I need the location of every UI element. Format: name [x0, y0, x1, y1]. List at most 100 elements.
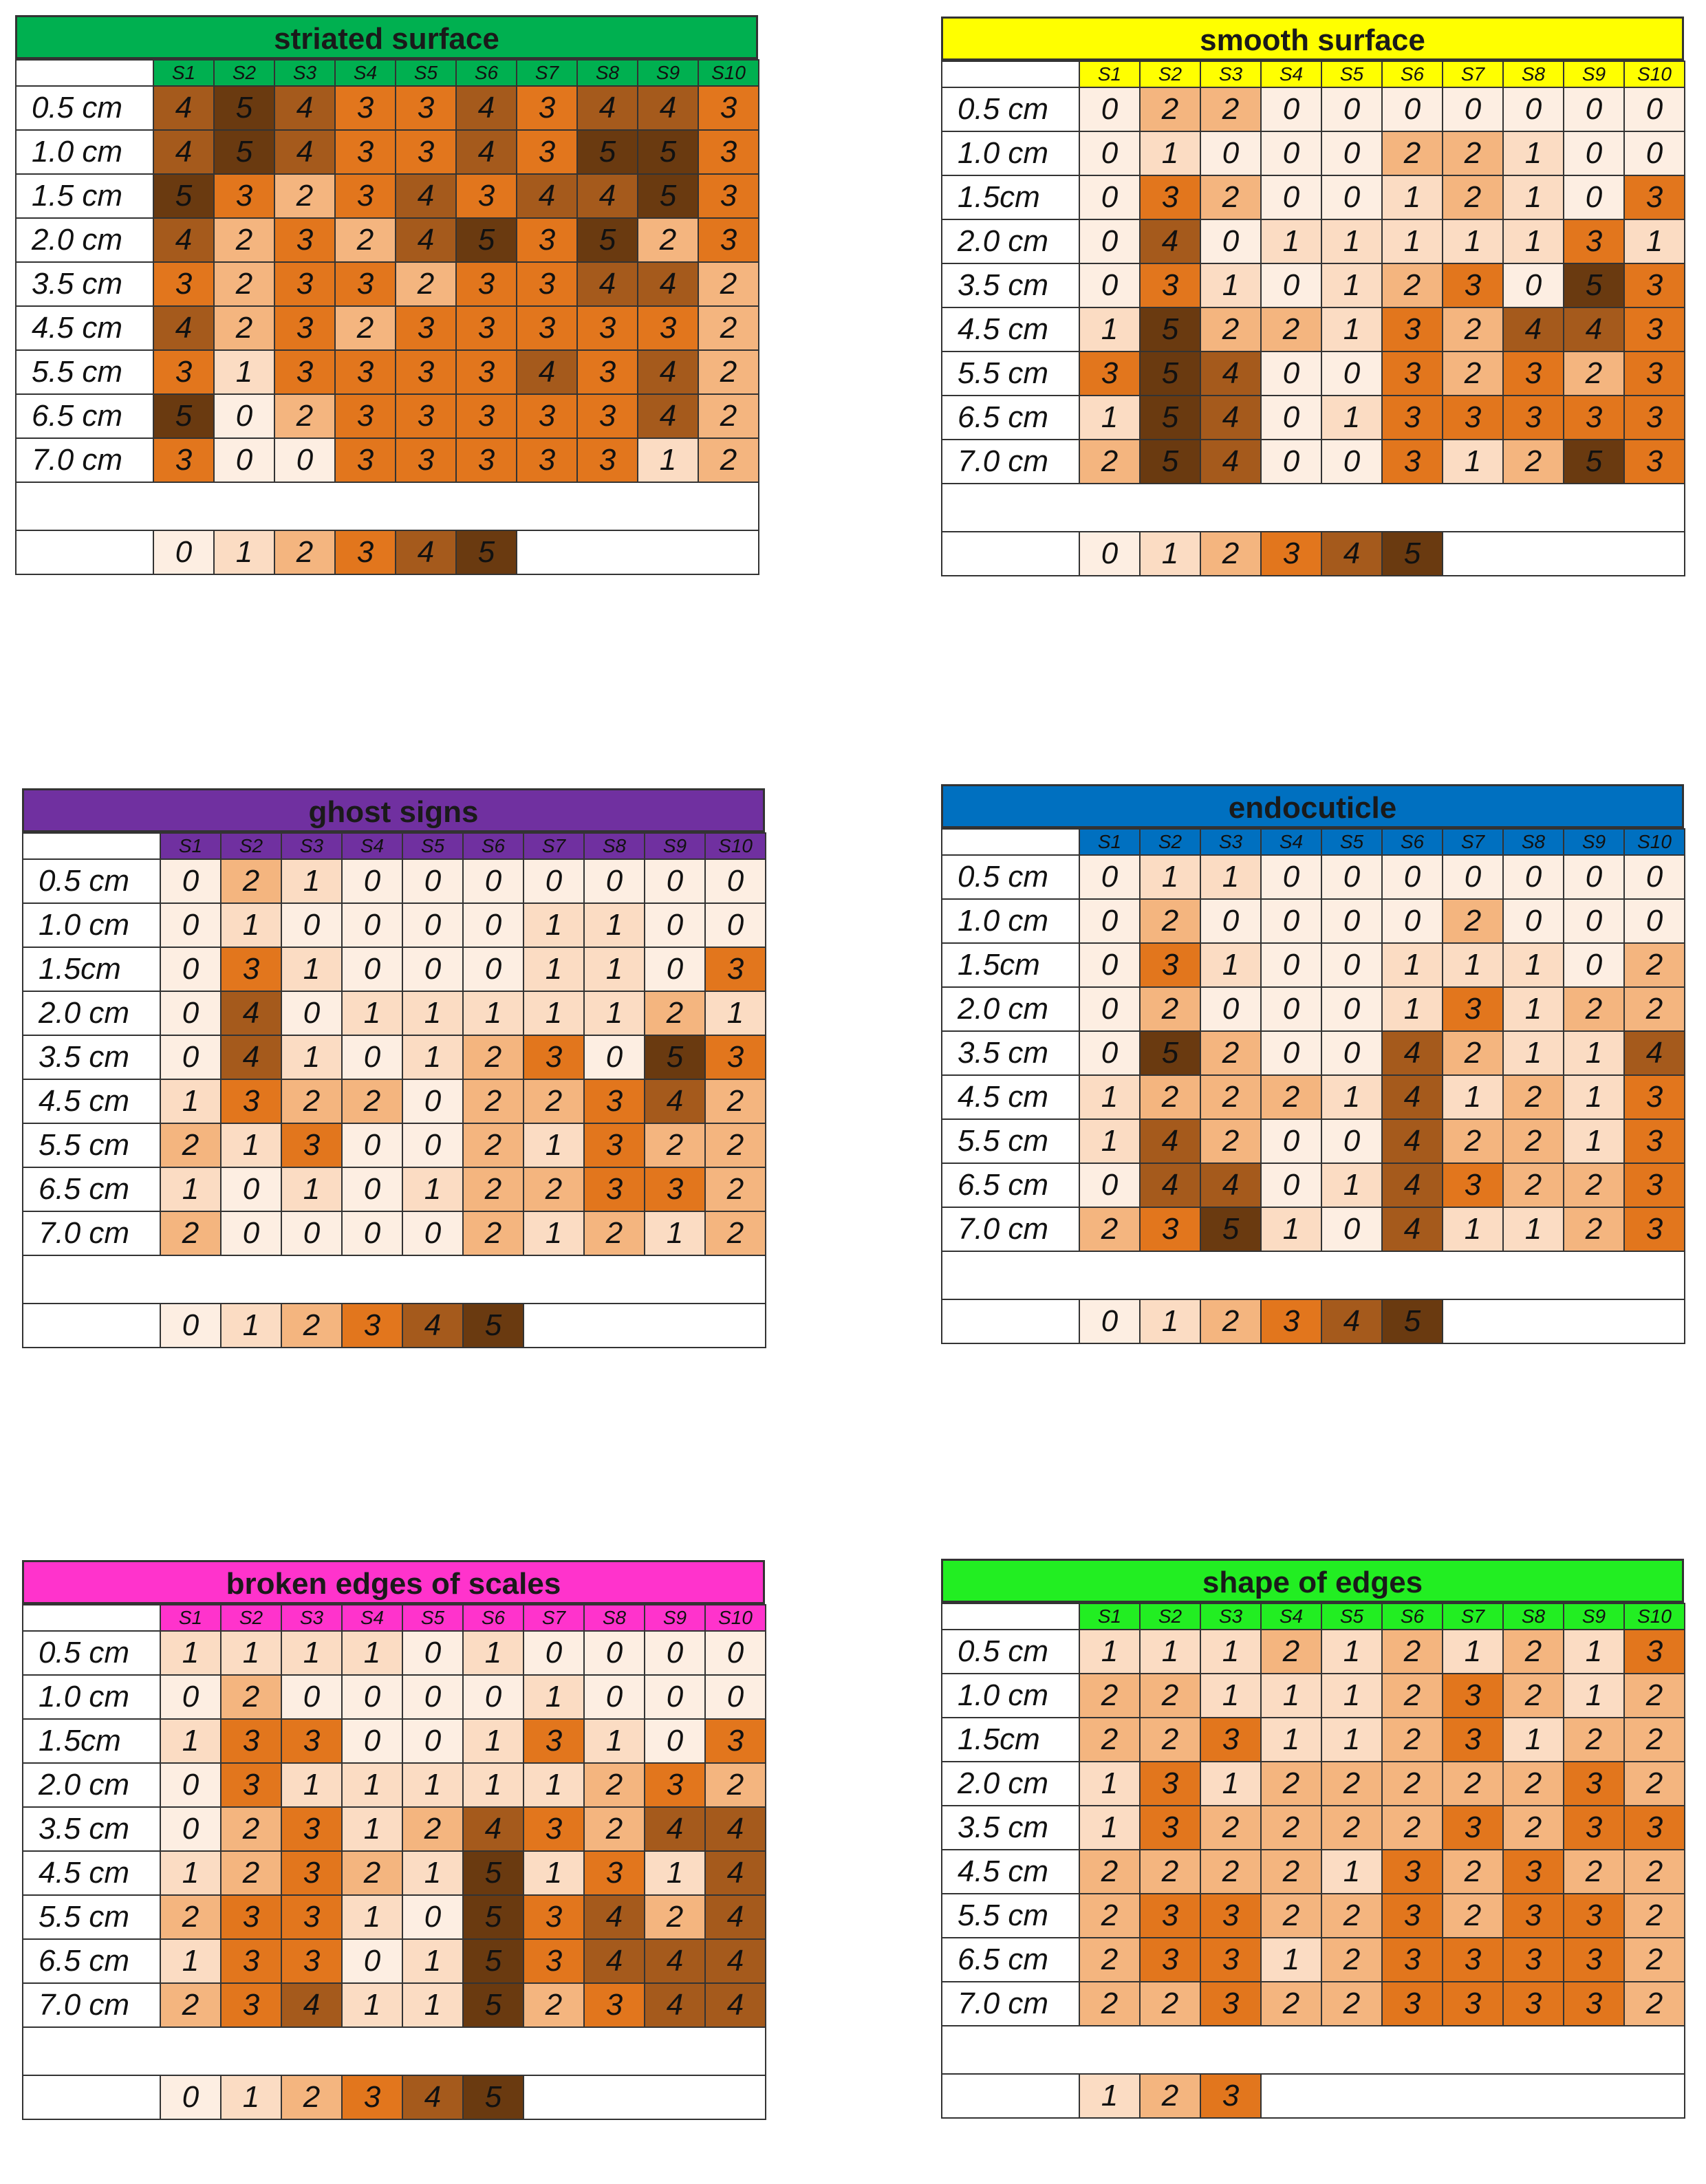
- heatmap-cell: 1: [281, 858, 343, 904]
- row-label: 4.5 cm: [941, 1849, 1080, 1894]
- heatmap-cell: 4: [220, 1035, 282, 1080]
- heatmap-cell: 2: [1381, 131, 1443, 176]
- heatmap-cell: 3: [1139, 1761, 1201, 1806]
- heatmap-cell: 2: [1139, 986, 1201, 1032]
- heatmap-cell: 0: [704, 902, 766, 948]
- heatmap-cell: 1: [1260, 219, 1322, 264]
- heatmap-cell: 4: [1200, 395, 1262, 440]
- column-header: S1: [1079, 61, 1141, 88]
- heatmap-cell: 0: [1260, 395, 1322, 440]
- heatmap-cell: 1: [583, 902, 645, 948]
- heatmap-cell: 2: [1623, 1981, 1685, 2026]
- row-label: 3.5 cm: [22, 1035, 161, 1080]
- table-row: 6.5 cm 1 0 1 0 1 2 2 3 3 2: [22, 1167, 766, 1212]
- heatmap-cell: 2: [704, 1762, 766, 1808]
- heatmap-cell: 5: [462, 1894, 524, 1940]
- row-label: 1.0 cm: [22, 1674, 161, 1720]
- heatmap-cell: 2: [1321, 1805, 1383, 1850]
- heatmap-cell: 3: [1200, 1981, 1262, 2026]
- heatmap-cell: 1: [220, 1123, 282, 1168]
- heatmap-cell: 2: [704, 1211, 766, 1256]
- column-header: S6: [1381, 61, 1443, 88]
- heatmap-cell: 4: [153, 129, 215, 175]
- heatmap-cell: 5: [644, 1035, 706, 1080]
- heatmap-cell: 2: [698, 305, 759, 351]
- heatmap-cell: 2: [583, 1211, 645, 1256]
- heatmap-cell: 3: [455, 305, 517, 351]
- heatmap-cell: 2: [395, 261, 457, 307]
- heatmap-cell: 5: [1139, 351, 1201, 396]
- heatmap-cell: 2: [1442, 1761, 1504, 1806]
- row-label: 1.5cm: [22, 947, 161, 992]
- heatmap-cell: 1: [220, 902, 282, 948]
- heatmap-cell: 0: [583, 858, 645, 904]
- column-header: S1: [1079, 1603, 1141, 1630]
- heatmap-cell: 2: [1623, 986, 1685, 1032]
- heatmap-cell: 1: [1502, 1030, 1564, 1076]
- heatmap-cell: 3: [698, 85, 759, 131]
- heatmap-cell: 3: [1442, 395, 1504, 440]
- heatmap-cell: 0: [1623, 131, 1685, 176]
- heatmap-cell: 2: [1563, 1717, 1625, 1762]
- heatmap-cell: 3: [1623, 1118, 1685, 1164]
- row-label: 2.0 cm: [22, 1762, 161, 1808]
- heatmap-cell: 2: [1563, 351, 1625, 396]
- table-row: 5.5 cm 2 3 3 1 0 5 3 4 2 4: [22, 1894, 766, 1940]
- heatmap-cell: 0: [1563, 87, 1625, 132]
- heatmap-cell: 2: [698, 261, 759, 307]
- heatmap-cell: 3: [274, 305, 336, 351]
- heatmap-cell: 1: [160, 1167, 222, 1212]
- heatmap-cell: 0: [1502, 87, 1564, 132]
- legend-swatch: 0: [160, 2075, 222, 2120]
- table-row: 1.5cm 0 3 1 0 0 1 1 1 0 2: [941, 942, 1685, 988]
- heatmap-cell: 0: [1079, 942, 1141, 988]
- blank-row: [22, 1255, 766, 1304]
- heatmap-cell: 1: [1200, 263, 1262, 308]
- heatmap-cell: 5: [637, 173, 699, 219]
- heatmap-cell: 0: [1623, 854, 1685, 900]
- heatmap-cell: 0: [1563, 942, 1625, 988]
- heatmap-cell: 1: [402, 1035, 464, 1080]
- panel-ghost-signs: ghost signs S1 S2 S3 S4 S5 S6 S7 S8 S9 S10 0.5 cm 0 2…: [22, 788, 766, 1348]
- heatmap-cell: 1: [1321, 1074, 1383, 1120]
- heatmap-cell: 3: [274, 217, 336, 263]
- heatmap-cell: 2: [1079, 1849, 1141, 1894]
- heatmap-cell: 0: [281, 902, 343, 948]
- heatmap-cell: 3: [395, 85, 457, 131]
- heatmap-cell: 4: [1502, 307, 1564, 352]
- heatmap-cell: 2: [1442, 351, 1504, 396]
- column-header: S3: [281, 1604, 343, 1632]
- legend-swatch: 4: [402, 2075, 464, 2120]
- row-label: 0.5 cm: [941, 854, 1080, 900]
- table-row: 3.5 cm 1 3 2 2 2 2 3 2 3 3: [941, 1805, 1685, 1850]
- heatmap-cell: 2: [341, 1079, 403, 1124]
- legend-swatch: 0: [1079, 531, 1141, 576]
- heatmap-cell: 0: [341, 1938, 403, 1984]
- header-corner: [22, 832, 161, 860]
- heatmap-cell: 1: [341, 1982, 403, 2028]
- heatmap-cell: 1: [281, 1630, 343, 1676]
- heatmap-cell: 2: [1563, 1849, 1625, 1894]
- heatmap-cell: 0: [1200, 898, 1262, 944]
- heatmap-cell: 5: [213, 129, 275, 175]
- heatmap-cell: 0: [402, 1123, 464, 1168]
- chart-title: endocuticle: [941, 784, 1684, 828]
- heatmap-cell: 3: [576, 437, 638, 483]
- heatmap-cell: 2: [1321, 1937, 1383, 1982]
- heatmap-cell: 3: [395, 437, 457, 483]
- heatmap-cell: 1: [1442, 219, 1504, 264]
- row-label: 7.0 cm: [941, 1207, 1080, 1252]
- heatmap-cell: 2: [281, 1079, 343, 1124]
- heatmap-cell: 3: [281, 1850, 343, 1896]
- heatmap-cell: 3: [1563, 1805, 1625, 1850]
- heatmap-cell: 2: [462, 1079, 524, 1124]
- heatmap-cell: 1: [644, 1211, 706, 1256]
- heatmap-cell: 4: [462, 1806, 524, 1852]
- heatmap-cell: 0: [704, 1630, 766, 1676]
- heatmap-cell: 5: [213, 85, 275, 131]
- heatmap-cell: 0: [160, 1762, 222, 1808]
- heatmap-cell: 2: [160, 1982, 222, 2028]
- heatmap-cell: 5: [1139, 307, 1201, 352]
- column-header: S4: [1260, 1603, 1322, 1630]
- blank-row: [941, 1251, 1685, 1300]
